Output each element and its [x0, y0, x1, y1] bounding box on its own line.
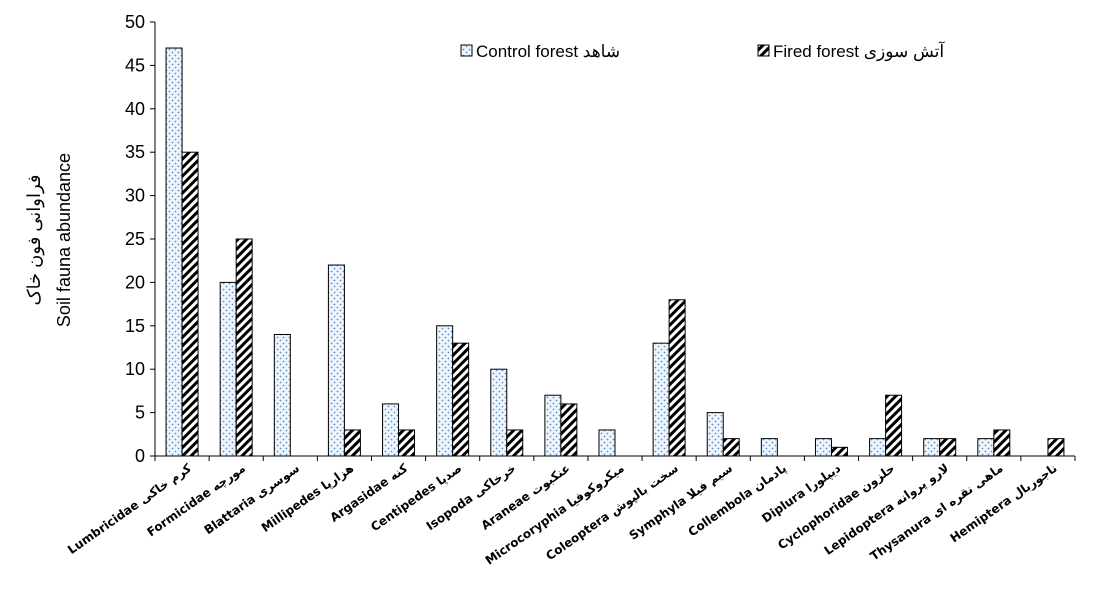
y-axis-label-persian: فراوانی فون خاک [24, 174, 45, 305]
y-tick-label: 25 [125, 229, 145, 249]
bar-fired [722, 438, 740, 457]
x-category-label: Araneae عنکبوت [479, 461, 574, 533]
y-tick-label: 15 [125, 316, 145, 336]
bar-control [977, 438, 995, 457]
bar-fired [398, 429, 416, 457]
y-tick-label: 35 [125, 142, 145, 162]
bar-fired [343, 429, 361, 457]
bar-control [923, 438, 941, 457]
x-category-label: Formicidae مورچه [144, 461, 248, 540]
x-category-label: Centipedes صدپا [368, 461, 464, 534]
bar-control [598, 429, 616, 457]
bar-fired [235, 238, 253, 457]
bar-control [382, 403, 400, 457]
bar-fired [830, 446, 848, 457]
legend-label-control: Control forest شاهد [476, 42, 620, 61]
bar-fired [668, 299, 686, 457]
bar-fired [452, 342, 470, 457]
x-category-label: Millipedes هزارپا [259, 461, 356, 535]
y-axis-label-group: Soil fauna abundance فراوانی فون خاک [24, 153, 74, 327]
bar-control [544, 394, 562, 457]
y-tick-label: 30 [125, 186, 145, 206]
y-tick-label: 20 [125, 272, 145, 292]
y-tick-label: 40 [125, 99, 145, 119]
x-category-label: Symphyla سیم فیلا [627, 461, 735, 543]
bars [165, 47, 1065, 457]
y-tick-label: 45 [125, 55, 145, 75]
bar-control [273, 333, 291, 457]
bar-control [436, 325, 454, 457]
bar-control [219, 281, 237, 457]
bar-control [814, 438, 832, 457]
bar-control [706, 412, 724, 457]
bar-fired [939, 438, 957, 457]
bar-fired [885, 394, 903, 457]
legend-label-fired: Fired forest آتش سوزی [773, 40, 945, 62]
bar-control [490, 368, 508, 457]
legend: Control forest شاهد Fired forest آتش سوز… [460, 40, 945, 62]
x-category-label: Hemiptera ناجوربال [948, 461, 1061, 546]
x-category-label: Isopoda خرخاکی [424, 461, 519, 533]
bar-control [327, 264, 345, 457]
y-tick-label: 50 [125, 12, 145, 32]
legend-swatch-control [460, 44, 473, 57]
bar-fired [181, 151, 199, 457]
x-category-label: Collembola پادمان [686, 461, 789, 539]
y-tick-label: 10 [125, 359, 145, 379]
bar-control [869, 438, 887, 457]
y-axis-label: Soil fauna abundance [54, 153, 74, 327]
legend-swatch-fired [757, 44, 770, 57]
bar-control [165, 47, 183, 457]
bar-fired [993, 429, 1011, 457]
bar-fired [560, 403, 578, 457]
bar-control [652, 342, 670, 457]
axes: 0 5 10 15 20 25 30 35 40 45 50 [125, 12, 1076, 466]
bar-control [760, 438, 778, 457]
y-tick-label: 5 [135, 403, 145, 423]
bar-fired [506, 429, 524, 457]
bar-fired [1047, 438, 1065, 457]
x-category-label: Blattaria سوسری [202, 461, 303, 538]
y-tick-label: 0 [135, 446, 145, 466]
